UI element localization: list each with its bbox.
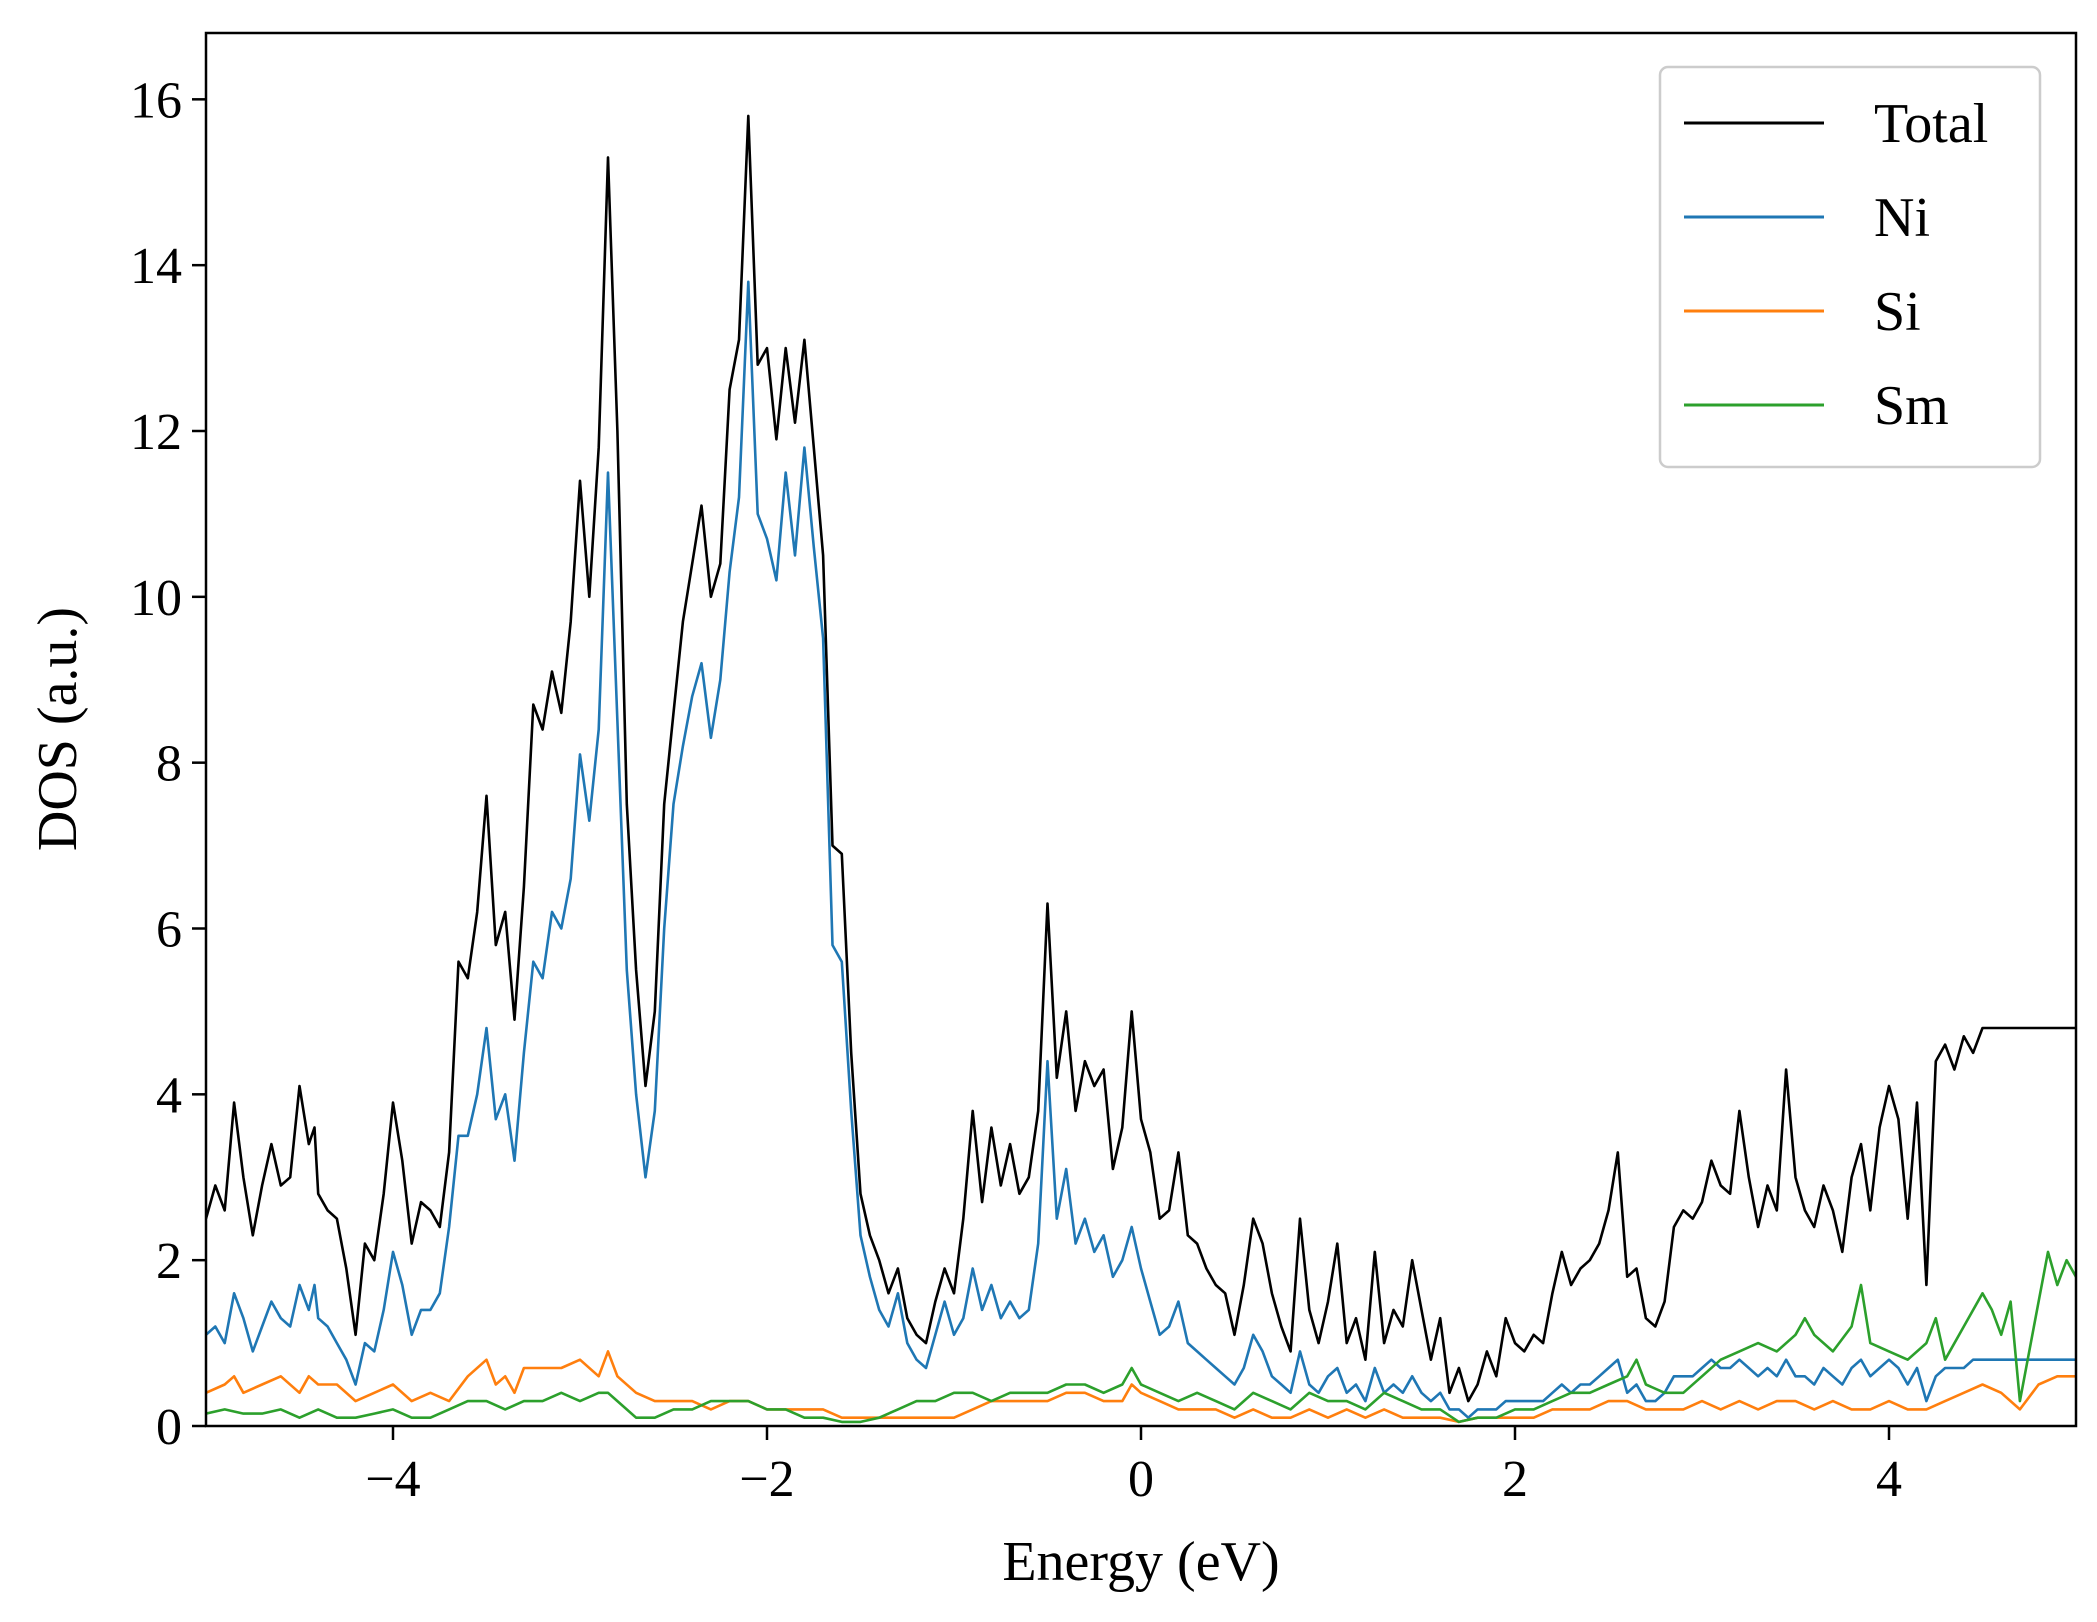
y-tick-label: 6	[156, 902, 182, 959]
legend-label-ni: Ni	[1874, 187, 1930, 249]
x-tick-label: 0	[1128, 1451, 1154, 1508]
x-tick-label: 4	[1876, 1451, 1902, 1508]
y-tick-label: 2	[156, 1233, 182, 1290]
legend: Total Ni Si Sm	[1658, 65, 2042, 469]
series-line-ni	[206, 280, 2076, 1419]
series-line-total	[206, 114, 2076, 1403]
x-tick-label: −2	[739, 1451, 794, 1508]
series-line-sm	[206, 1250, 2076, 1424]
y-tick-label: 8	[156, 736, 182, 793]
series-layer	[206, 114, 2076, 1424]
y-tick-label: 14	[130, 238, 182, 295]
y-tick-label: 4	[156, 1067, 182, 1124]
y-axis: 0 2 4 6 8 10 12 14 16	[130, 72, 206, 1456]
y-tick-label: 10	[130, 570, 182, 627]
legend-label-sm: Sm	[1874, 375, 1949, 437]
x-tick-label: −4	[365, 1451, 420, 1508]
y-tick-label: 0	[156, 1399, 182, 1456]
y-tick-label: 16	[130, 72, 182, 129]
x-tick-label: 2	[1502, 1451, 1528, 1508]
series-line-si	[206, 1350, 2076, 1424]
x-axis: −4 −2 0 2 4	[365, 1426, 1902, 1508]
y-axis-label: DOS (a.u.)	[27, 607, 89, 851]
legend-label-total: Total	[1874, 93, 1988, 155]
legend-label-si: Si	[1874, 281, 1921, 343]
legend-box	[1658, 65, 2042, 469]
x-axis-label: Energy (eV)	[1002, 1531, 1279, 1593]
y-tick-label: 12	[130, 404, 182, 461]
